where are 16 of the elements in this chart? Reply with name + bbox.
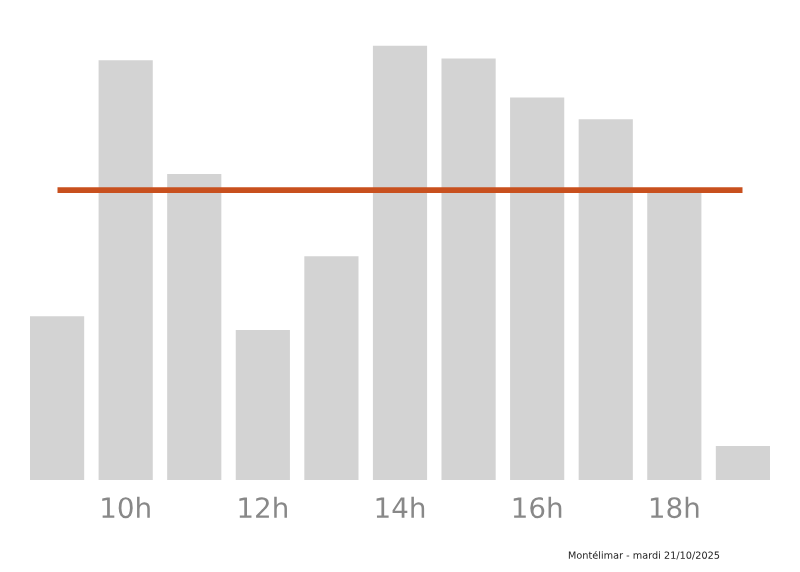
x-tick-label: 16h (513, 496, 562, 519)
x-tick-label: 14h (376, 496, 425, 518)
bar (510, 97, 565, 480)
bar (441, 58, 496, 480)
bar (578, 119, 633, 480)
x-tick-label: 10h (102, 496, 150, 519)
bar (98, 60, 153, 480)
bar (647, 190, 702, 480)
bar (235, 330, 290, 480)
bar (167, 174, 222, 480)
x-tick-label: 18h (650, 496, 699, 519)
x-tick-label: 12h (239, 496, 287, 518)
bar (715, 446, 770, 480)
bar (372, 45, 428, 480)
bar (30, 316, 85, 480)
bar (304, 256, 359, 480)
